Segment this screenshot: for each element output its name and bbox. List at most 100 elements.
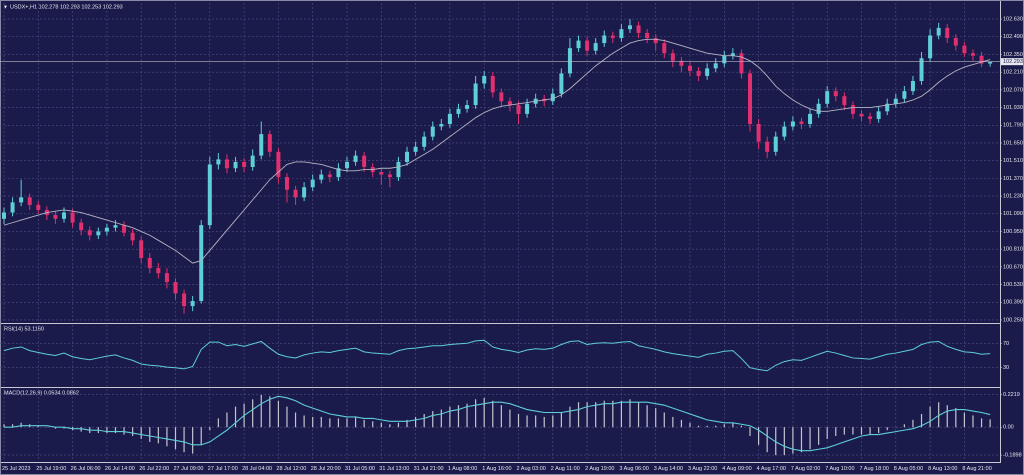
macd-histogram-bar: [637, 402, 640, 428]
macd-histogram-bar: [577, 402, 580, 428]
macd-histogram-bar: [346, 418, 348, 428]
x-tick-label: 31 Jul 21:00: [414, 466, 444, 472]
macd-histogram-bar: [715, 425, 717, 428]
x-tick-label: 1 Aug 08:00: [448, 466, 477, 472]
macd-histogram-bar: [106, 427, 108, 434]
macd-histogram-bar: [183, 427, 185, 453]
candle-body: [387, 174, 392, 178]
x-tick-label: 8 Aug 21:00: [962, 466, 991, 472]
macd-histogram-bar: [440, 409, 442, 428]
x-tick-label: 1 Aug 16:00: [482, 466, 511, 472]
macd-histogram-bar: [989, 419, 991, 428]
candle-body: [876, 111, 881, 119]
x-tick-label: 8 Aug 13:00: [928, 466, 957, 472]
y-tick-label: 100.530: [1003, 282, 1023, 288]
x-tick-label: 27 Jul 09:00: [174, 466, 204, 472]
candle-body: [953, 38, 958, 46]
y-tick-label: 102.070: [1003, 87, 1023, 93]
macd-histogram-bar: [114, 427, 117, 434]
macd-histogram-bar: [415, 416, 417, 428]
macd-histogram-bar: [277, 400, 279, 428]
y-tick-label: 100.670: [1003, 264, 1023, 270]
macd-title: MACD(12,26,9) 0.0534 0.0862: [4, 390, 79, 396]
y-tick-label: 102.350: [1003, 52, 1023, 58]
y-tick-label: 101.510: [1003, 158, 1023, 164]
candle-body: [156, 268, 161, 274]
macd-histogram-bar: [629, 399, 631, 428]
macd-histogram-bar: [620, 400, 622, 428]
candle-body: [130, 232, 135, 241]
macd-histogram-bar: [603, 400, 605, 428]
macd-histogram-bar: [466, 403, 468, 428]
candle-body: [842, 96, 847, 106]
candle-body: [139, 240, 144, 259]
macd-histogram-bar: [586, 402, 588, 428]
macd-histogram-bar: [449, 406, 451, 428]
macd-histogram-bar: [354, 416, 357, 428]
x-tick-label: 25 Jul 2023: [2, 466, 30, 472]
candle-body: [267, 134, 272, 152]
macd-histogram-bar: [672, 416, 674, 428]
candle-body: [362, 155, 367, 167]
macd-histogram-bar: [886, 427, 888, 431]
x-tick-label: 7 Aug 18:00: [860, 466, 889, 472]
macd-histogram-bar: [569, 406, 571, 428]
macd-histogram-bar: [80, 427, 82, 432]
candle-body: [473, 83, 478, 106]
macd-histogram-bar: [457, 405, 460, 428]
candle-body: [936, 27, 941, 36]
candle-body: [833, 91, 838, 97]
x-tick-label: 28 Jul 20:00: [311, 466, 341, 472]
macd-histogram-bar: [475, 399, 477, 428]
candle-body: [87, 230, 92, 236]
candle-body: [799, 121, 804, 124]
candle-body: [293, 189, 298, 198]
macd-histogram-bar: [372, 421, 374, 428]
candle-body: [868, 116, 873, 119]
candle-body: [413, 146, 418, 152]
candle-body: [447, 113, 452, 124]
candle-body: [190, 301, 195, 307]
candle-body: [988, 61, 993, 64]
macd-signal-line: [4, 395, 991, 452]
candle-body: [525, 103, 530, 114]
macd-histogram-bar: [826, 427, 828, 439]
macd-histogram-bar: [929, 406, 931, 428]
macd-histogram-bar: [192, 427, 194, 454]
macd-histogram-bar: [869, 427, 871, 435]
candle-body: [636, 25, 641, 33]
candle-body: [713, 63, 718, 69]
macd-histogram-bar: [543, 416, 545, 428]
candle-body: [224, 159, 229, 169]
y-tick-label: 101.230: [1003, 194, 1023, 200]
macd-histogram-bar: [132, 427, 134, 437]
candle-body: [2, 212, 6, 219]
macd-histogram-bar: [140, 427, 142, 439]
candle-body: [893, 98, 898, 104]
y-tick-label: 70: [1003, 341, 1009, 347]
macd-histogram-bar: [980, 418, 983, 428]
candle-body: [104, 227, 109, 232]
candle-body: [928, 35, 933, 59]
x-tick-label: 27 Jul 17:00: [208, 466, 238, 472]
macd-histogram-bar: [260, 394, 262, 428]
macd-histogram-bar: [800, 427, 803, 453]
current-price-label: 102.293: [1003, 59, 1023, 65]
y-tick-label: 101.930: [1003, 105, 1023, 111]
candle-body: [902, 91, 907, 99]
macd-histogram-bar: [37, 425, 39, 428]
candle-body: [465, 105, 470, 109]
macd-histogram-bar: [758, 427, 760, 445]
candle-body: [722, 55, 727, 64]
macd-histogram-bar: [303, 415, 305, 428]
candle-body: [970, 53, 975, 56]
x-tick-label: 2 Aug 03:00: [517, 466, 546, 472]
macd-histogram-bar: [509, 409, 511, 428]
collapse-icon[interactable]: ▼: [3, 4, 8, 10]
candle-body: [688, 65, 692, 71]
candle-body: [490, 75, 495, 93]
candle-body: [782, 126, 787, 137]
macd-histogram-bar: [766, 427, 768, 453]
candle-body: [336, 168, 341, 178]
